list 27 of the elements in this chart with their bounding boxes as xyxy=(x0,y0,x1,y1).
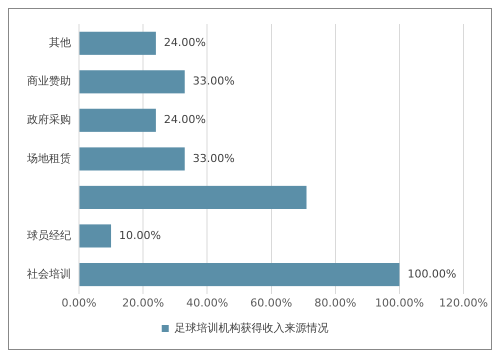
x-tick-label: 100.00% xyxy=(374,296,424,310)
y-tick-label: 社会培训 xyxy=(27,267,71,280)
x-tick-label: 60.00% xyxy=(250,296,292,310)
y-tick-label: 政府采购 xyxy=(27,113,71,126)
bar xyxy=(80,262,400,286)
bar xyxy=(80,186,307,210)
bar xyxy=(80,224,112,248)
y-tick-label: 商业赞助 xyxy=(27,74,71,88)
x-tick-label: 20.00% xyxy=(122,296,164,310)
data-label: 24.00% xyxy=(164,113,206,126)
data-label: 33.00% xyxy=(192,152,235,165)
x-tick-label: 40.00% xyxy=(186,296,228,310)
data-label: 24.00% xyxy=(164,36,206,50)
y-tick-label: 场地租赁 xyxy=(26,152,71,165)
x-tick-label: 80.00% xyxy=(314,296,356,310)
bar xyxy=(80,108,156,132)
x-tick-label: 120.00% xyxy=(439,296,488,310)
x-tick-label: 0.00% xyxy=(62,296,96,310)
bar xyxy=(80,32,156,55)
bar xyxy=(80,70,185,94)
legend-label: 足球培训机构获得收入来源情况 xyxy=(174,321,328,334)
data-label: 100.00% xyxy=(407,267,456,280)
bar xyxy=(80,147,185,170)
data-label: 10.00% xyxy=(119,228,161,242)
data-label: 33.00% xyxy=(192,74,235,88)
y-tick-label: 球员经纪 xyxy=(27,228,71,242)
y-tick-label: 其他 xyxy=(49,36,71,50)
